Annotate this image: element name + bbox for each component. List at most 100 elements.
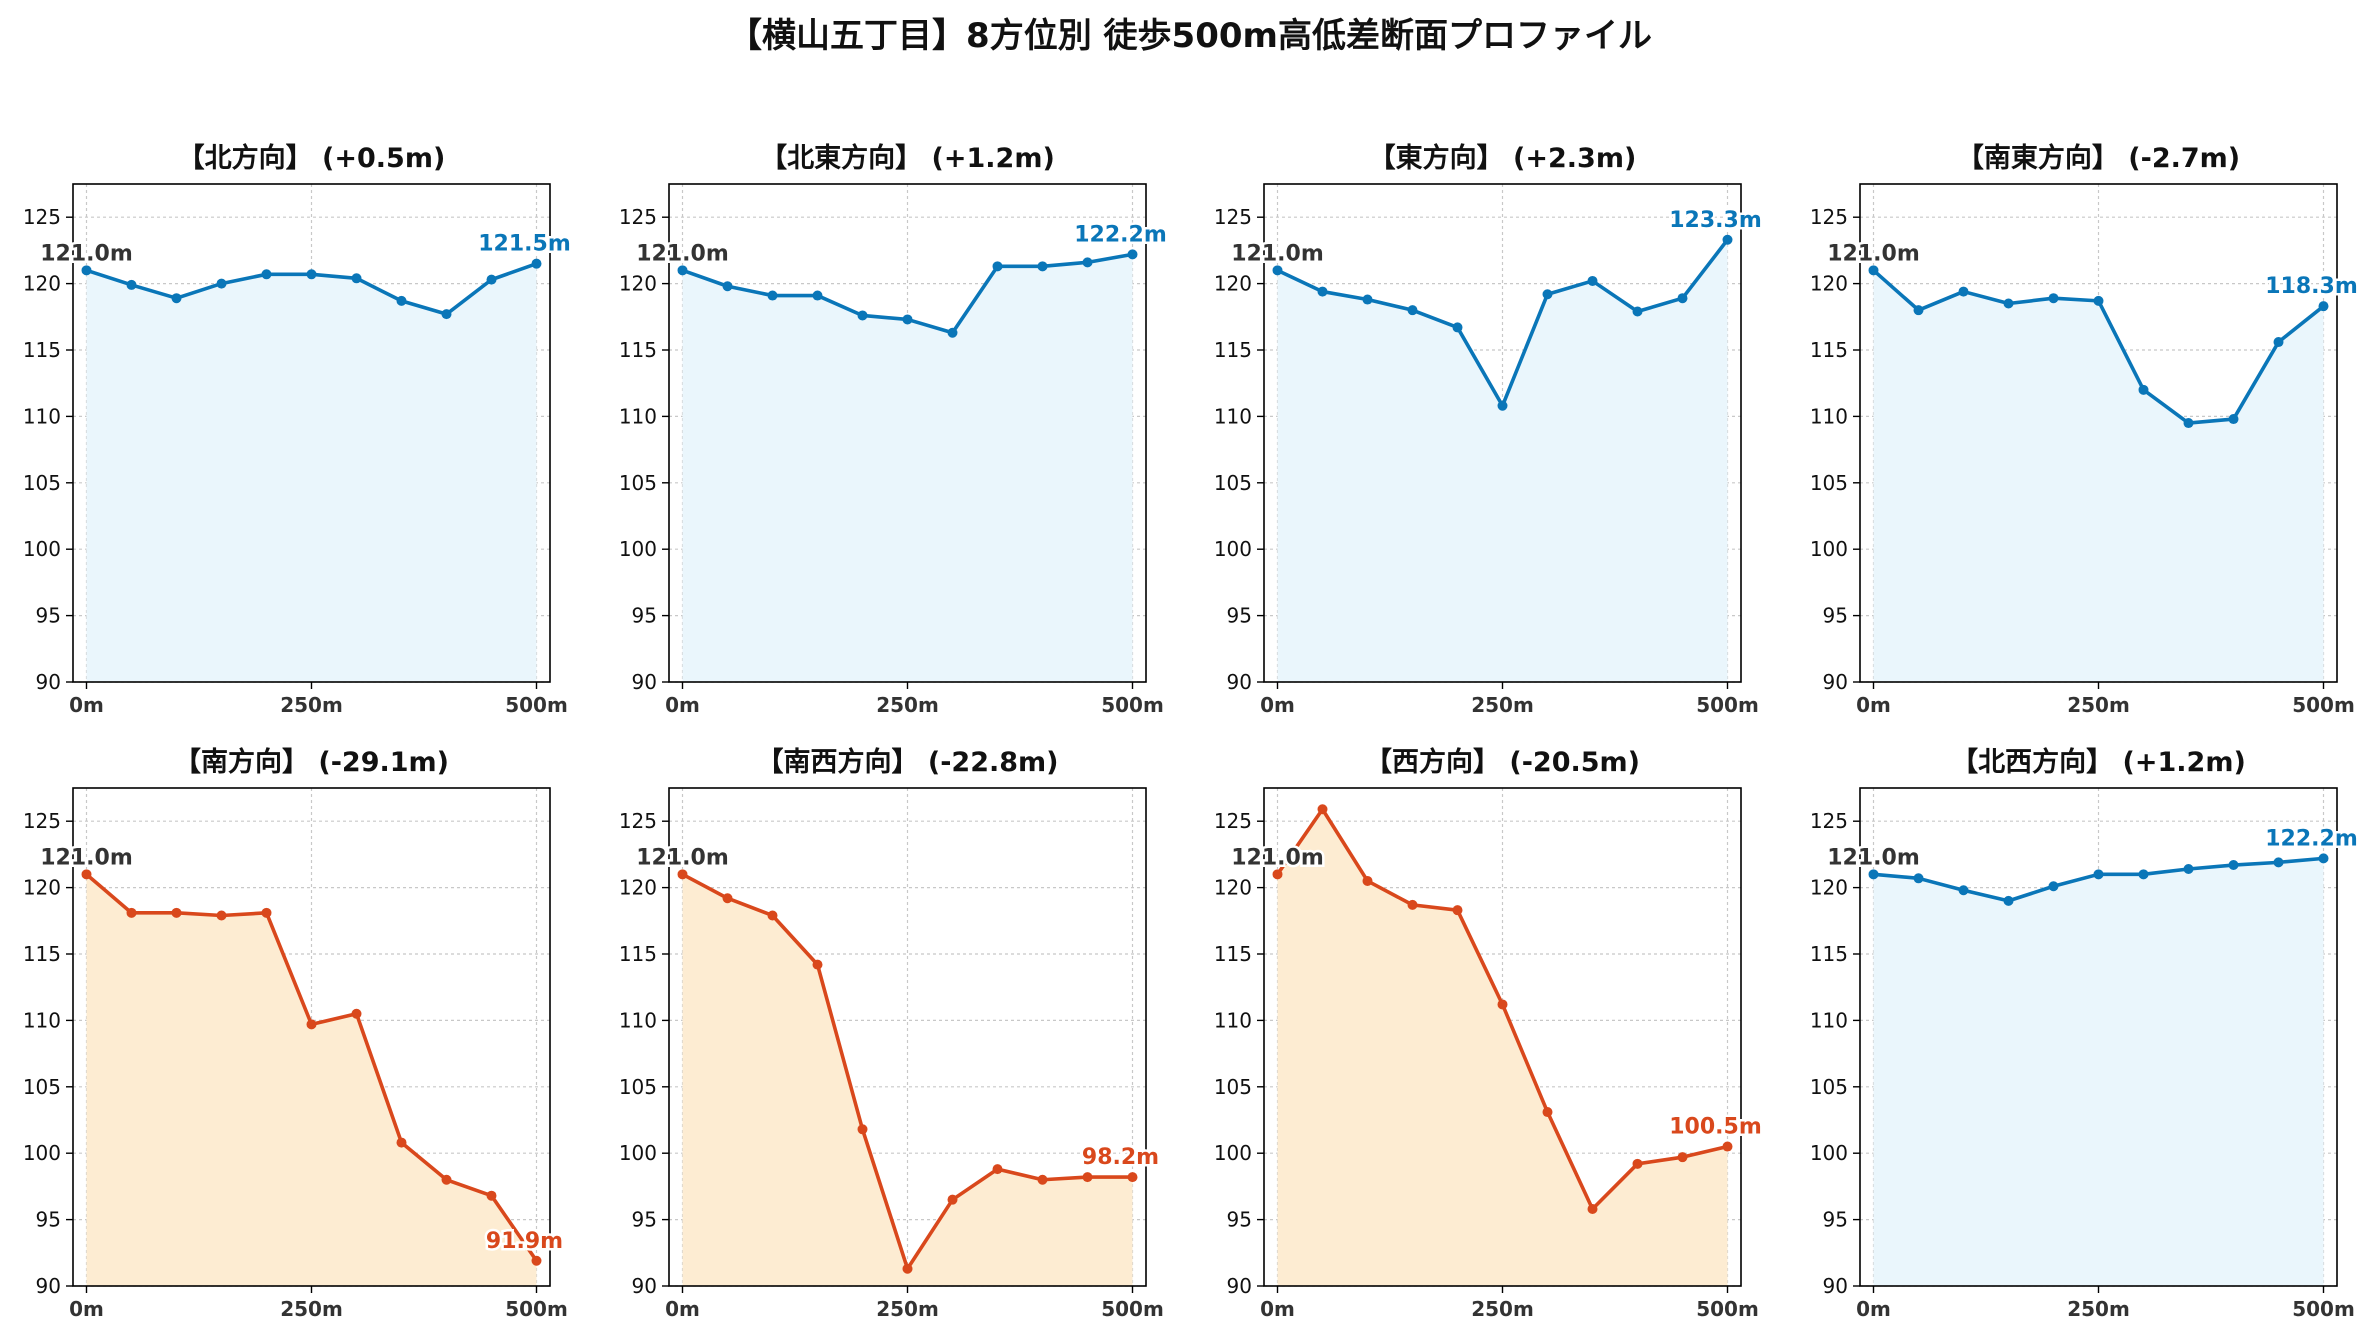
- data-point: [857, 1124, 868, 1135]
- y-tick-label: 100: [1214, 1141, 1252, 1165]
- data-point: [306, 1019, 317, 1030]
- y-tick-label: 115: [23, 942, 61, 966]
- data-point: [1362, 875, 1373, 886]
- data-point: [1913, 873, 1924, 884]
- area-fill: [682, 254, 1133, 682]
- x-tick-label: 250m: [2067, 1297, 2130, 1321]
- data-point: [1868, 265, 1879, 276]
- y-tick-label: 110: [1810, 404, 1848, 428]
- y-tick-label: 125: [23, 205, 61, 229]
- data-point: [812, 290, 823, 301]
- data-point: [1677, 293, 1688, 304]
- y-tick-label: 90: [632, 1274, 657, 1298]
- y-tick-label: 120: [23, 876, 61, 900]
- data-point: [2273, 857, 2284, 868]
- x-tick-label: 500m: [1696, 1297, 1759, 1321]
- x-tick-label: 500m: [505, 1297, 568, 1321]
- data-point: [902, 314, 913, 325]
- x-tick-label: 500m: [1101, 1297, 1164, 1321]
- data-point: [1317, 804, 1328, 815]
- y-tick-label: 110: [619, 1008, 657, 1032]
- y-tick-label: 105: [1810, 1075, 1848, 1099]
- data-point: [441, 1174, 452, 1185]
- x-tick-label: 0m: [1856, 1297, 1891, 1321]
- y-tick-label: 95: [1823, 1208, 1848, 1232]
- subplot-1: 90 95 100 105 110 115 120 125 0m 250m 500m 【北東方向】 (…: [619, 142, 1169, 717]
- start-value-label: 121.0m: [40, 845, 133, 870]
- y-tick-label: 105: [23, 471, 61, 495]
- start-value-label: 121.0m: [1231, 845, 1324, 870]
- y-tick-label: 120: [1214, 876, 1252, 900]
- data-point: [1958, 286, 1969, 297]
- start-value-label: 121.0m: [40, 241, 133, 266]
- y-tick-label: 90: [36, 1274, 61, 1298]
- x-tick-label: 250m: [2067, 693, 2130, 717]
- data-point: [1082, 1172, 1093, 1183]
- data-point: [767, 290, 778, 301]
- x-tick-label: 500m: [505, 693, 568, 717]
- x-tick-label: 0m: [69, 693, 104, 717]
- subplot-title: 【東方向】 (+2.3m): [1369, 142, 1637, 174]
- data-point: [306, 269, 317, 280]
- y-tick-label: 125: [1810, 205, 1848, 229]
- data-point: [1497, 400, 1508, 411]
- data-point: [81, 265, 92, 276]
- data-point: [1632, 1158, 1643, 1169]
- figure-title: 【横山五丁目】8方位別 徒歩500m高低差断面プロファイル: [728, 16, 1652, 56]
- y-tick-label: 125: [1214, 205, 1252, 229]
- y-tick-label: 100: [1214, 537, 1252, 561]
- end-value-label: 123.3m: [1669, 208, 1762, 233]
- x-tick-label: 250m: [1471, 693, 1534, 717]
- data-point: [722, 281, 733, 292]
- area-fill: [682, 874, 1133, 1286]
- y-tick-label: 105: [1810, 471, 1848, 495]
- data-point: [722, 893, 733, 904]
- data-point: [2273, 337, 2284, 348]
- start-value-label: 121.0m: [636, 845, 729, 870]
- area-fill: [86, 874, 537, 1286]
- y-tick-label: 100: [1810, 1141, 1848, 1165]
- y-tick-label: 110: [619, 404, 657, 428]
- y-tick-label: 125: [619, 205, 657, 229]
- x-tick-label: 250m: [876, 693, 939, 717]
- y-tick-label: 120: [1810, 876, 1848, 900]
- data-point: [677, 265, 688, 276]
- y-tick-label: 90: [1823, 670, 1848, 694]
- data-point: [81, 869, 92, 880]
- y-tick-label: 115: [23, 338, 61, 362]
- area-fill: [1873, 858, 2324, 1286]
- area-fill: [86, 263, 537, 682]
- data-point: [1407, 899, 1418, 910]
- y-tick-label: 110: [1214, 1008, 1252, 1032]
- y-tick-label: 90: [1227, 670, 1252, 694]
- data-point: [351, 1008, 362, 1019]
- data-point: [947, 327, 958, 338]
- data-point: [441, 309, 452, 320]
- y-tick-label: 90: [1227, 1274, 1252, 1298]
- data-point: [2093, 295, 2104, 306]
- data-point: [2228, 860, 2239, 871]
- y-tick-label: 95: [36, 604, 61, 628]
- subplot-4: 90 95 100 105 110 115 120 125 0m 250m 500m 【南方向】 (-…: [23, 746, 568, 1321]
- y-tick-label: 105: [619, 1075, 657, 1099]
- y-tick-label: 105: [23, 1075, 61, 1099]
- y-tick-label: 105: [1214, 471, 1252, 495]
- x-tick-label: 0m: [665, 693, 700, 717]
- data-point: [1958, 885, 1969, 896]
- y-tick-label: 110: [1214, 404, 1252, 428]
- y-tick-label: 100: [23, 1141, 61, 1165]
- x-tick-label: 0m: [1856, 693, 1891, 717]
- data-point: [1127, 249, 1138, 260]
- data-point: [1272, 869, 1283, 880]
- x-tick-label: 0m: [665, 1297, 700, 1321]
- y-tick-label: 105: [619, 471, 657, 495]
- y-tick-label: 125: [1214, 809, 1252, 833]
- subplot-6: 90 95 100 105 110 115 120 125 0m 250m 500m 【西方向】 (-…: [1214, 746, 1764, 1321]
- data-point: [1452, 905, 1463, 916]
- data-point: [2003, 298, 2014, 309]
- data-point: [216, 278, 227, 289]
- data-point: [531, 258, 542, 269]
- subplot-title: 【南東方向】 (-2.7m): [1957, 142, 2240, 174]
- subplot-3: 90 95 100 105 110 115 120 125 0m 250m 500m 【南東方向】 (…: [1810, 142, 2360, 717]
